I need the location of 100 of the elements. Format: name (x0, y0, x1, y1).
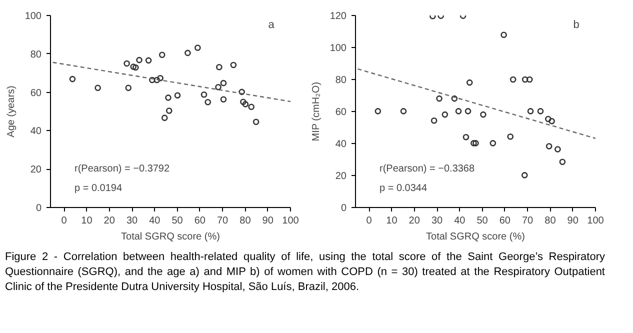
x-tick-label: 30 (126, 216, 138, 226)
y-tick-label: 80 (30, 49, 42, 60)
point (490, 140, 496, 146)
x-tick-label: 20 (408, 216, 420, 226)
point (548, 118, 555, 124)
annotation: r(Pearson) = −0.3792 (74, 164, 170, 175)
point (480, 111, 486, 118)
point (464, 108, 472, 114)
point (545, 116, 552, 122)
point (559, 158, 566, 166)
y-tick-label: 40 (335, 139, 347, 150)
x-tick-label: 90 (262, 216, 274, 226)
point (69, 76, 76, 82)
x-axis-title: Total SGRQ score (%) (426, 232, 525, 242)
point (130, 64, 137, 70)
point (436, 95, 442, 102)
x-tick-label: 0 (61, 216, 68, 226)
x-tick-label: 30 (431, 216, 444, 226)
point (374, 108, 382, 114)
point (442, 111, 448, 118)
point (194, 44, 201, 51)
point (466, 79, 473, 86)
x-tick-label: 80 (240, 216, 252, 226)
point (132, 64, 139, 71)
x-tick-label: 60 (499, 216, 511, 226)
point (166, 108, 172, 114)
point (248, 104, 254, 110)
annotation: a (268, 19, 276, 32)
caption: Figure 2 - Correlation between health-related quality of life, using the total score of the Saint George’s Respiratory Questionnaire (SGRQ), and the age a) and MIP b) of women with COPD (n = 30) treated at the Respiratory Outpatient Clinic of the Presidente Dutra University Hospital, São Luís, Brazil, 2006. (5, 250, 605, 295)
x-tick-label: 10 (81, 216, 93, 226)
point (230, 62, 237, 68)
point (500, 32, 507, 38)
y-tick-label: 0 (340, 203, 347, 214)
point (522, 76, 528, 83)
y-tick-label: 120 (330, 11, 347, 22)
x-tick-label: 50 (476, 216, 488, 226)
x-tick-label: 70 (522, 216, 534, 226)
point (472, 140, 479, 146)
x-tick-label: 90 (567, 216, 579, 226)
point (242, 101, 249, 108)
point (216, 64, 222, 70)
point (507, 133, 514, 140)
point (451, 95, 458, 102)
x-tick-label: 20 (104, 216, 116, 226)
point (400, 108, 407, 114)
point (220, 80, 227, 86)
x-tick-label: 70 (217, 216, 229, 226)
point (220, 96, 227, 103)
point (136, 56, 142, 64)
point (430, 117, 438, 124)
point (157, 74, 164, 82)
point (200, 91, 208, 98)
y-tick-label: 20 (30, 164, 42, 176)
x-tick-label: 50 (172, 216, 184, 226)
point (526, 76, 533, 83)
x-tick-label: 0 (366, 216, 372, 226)
y-tick-label: 100 (330, 43, 347, 54)
annotation: b (573, 19, 580, 32)
point (455, 108, 462, 114)
point (204, 98, 212, 106)
y-tick-label: 20 (335, 171, 347, 182)
point (546, 143, 552, 150)
point (124, 60, 130, 67)
point (145, 57, 152, 64)
y-axis-title: Age (years) (6, 86, 17, 138)
x-axis-title: Total SGRQ score (%) (121, 232, 220, 242)
annotation: p = 0.0344 (380, 182, 428, 194)
y-axis-title: MIP (cmH₂O) (310, 82, 322, 142)
x-tick-label: 40 (149, 216, 161, 226)
x-tick-label: 60 (194, 216, 206, 226)
point (154, 76, 160, 84)
point (252, 118, 260, 126)
point (158, 52, 166, 58)
y-tick-label: 0 (36, 203, 42, 214)
annotation: p = 0.0194 (74, 182, 122, 194)
point (238, 88, 245, 96)
x-tick-label: 100 (282, 216, 300, 226)
point (521, 172, 528, 178)
point (510, 76, 516, 83)
point (165, 94, 172, 101)
x-tick-label: 10 (386, 216, 398, 226)
point (125, 84, 132, 92)
annotation: r(Pearson) = −0.3368 (380, 164, 475, 175)
point (554, 146, 561, 152)
y-tick-label: 80 (335, 75, 347, 86)
y-tick-label: 60 (30, 88, 42, 99)
point (161, 114, 168, 121)
x-tick-label: 80 (544, 216, 556, 226)
y-tick-label: 40 (30, 126, 42, 138)
x-tick-label: 40 (454, 216, 466, 226)
point (174, 92, 181, 99)
point (149, 76, 156, 84)
point (240, 98, 246, 106)
y-tick-label: 100 (24, 11, 42, 22)
point (527, 108, 534, 114)
point (462, 134, 470, 140)
y-tick-label: 60 (335, 107, 347, 118)
point (215, 84, 222, 90)
point (537, 108, 544, 114)
point (94, 84, 101, 92)
